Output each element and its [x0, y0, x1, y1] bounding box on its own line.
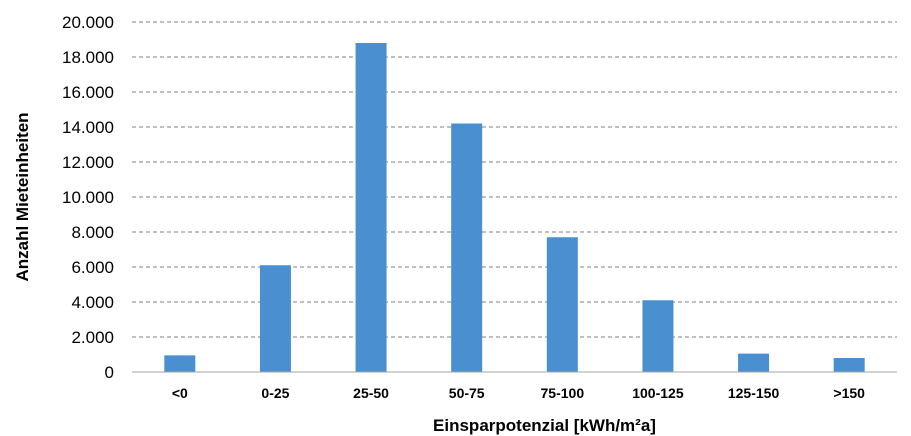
y-tick-label: 10.000: [62, 188, 114, 207]
x-tick-label: 100-125: [632, 385, 684, 401]
bar: [642, 300, 674, 372]
y-tick-label: 12.000: [62, 153, 114, 172]
bar: [546, 237, 578, 372]
x-tick-label: 75-100: [541, 385, 585, 401]
y-tick-label: 20.000: [62, 13, 114, 32]
gridlines: [132, 21, 897, 338]
y-tick-label: 6.000: [71, 258, 114, 277]
bar: [164, 355, 196, 372]
x-tick-label: <0: [172, 385, 188, 401]
x-tick-label: 0-25: [261, 385, 289, 401]
x-axis-tick-labels: <0 0-25 25-50 50-75 75-100 100-125 125-150 >150: [172, 385, 865, 401]
y-tick-label: 16.000: [62, 83, 114, 102]
y-tick-label: 2.000: [71, 328, 114, 347]
y-tick-label: 14.000: [62, 118, 114, 137]
bar: [451, 123, 483, 372]
x-tick-label: >150: [833, 385, 865, 401]
y-tick-label: 0: [105, 363, 114, 382]
bars: [164, 43, 865, 372]
bar: [738, 353, 770, 372]
y-tick-label: 8.000: [71, 223, 114, 242]
x-tick-label: 50-75: [449, 385, 485, 401]
x-tick-label: 125-150: [728, 385, 780, 401]
bar: [259, 265, 291, 372]
y-axis-tick-labels: 0 2.000 4.000 6.000 8.000 10.000 12.000 14.000 1…: [62, 13, 114, 382]
bar: [833, 358, 865, 372]
bar: [355, 43, 387, 372]
x-axis-title: Einsparpotenzial [kWh/m²a]: [433, 416, 656, 435]
y-tick-label: 4.000: [71, 293, 114, 312]
x-tick-label: 25-50: [353, 385, 389, 401]
y-tick-label: 18.000: [62, 48, 114, 67]
y-axis-title: Anzahl Mieteinheiten: [13, 112, 32, 281]
